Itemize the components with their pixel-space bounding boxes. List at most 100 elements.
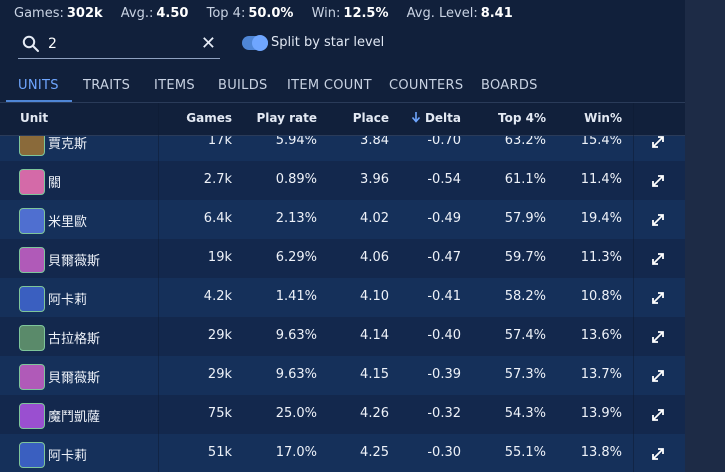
stat-value: 302k: [66, 6, 103, 21]
top4-value: 59.7%: [504, 250, 546, 265]
place-value: 4.14: [360, 328, 389, 343]
stat-value: 50.0%: [248, 6, 294, 21]
games-value: 29k: [207, 367, 232, 382]
stat-label: Avg.:: [120, 6, 154, 21]
top4-value: 57.4%: [504, 328, 546, 343]
tab-bar: UNITS TRAITS ITEMS BUILDS ITEM COUNT COU…: [0, 72, 685, 103]
games-value: 75k: [207, 406, 232, 421]
table-row[interactable]: 古拉格斯 29k 9.63% 4.14 -0.40 57.4% 13.6%: [0, 317, 685, 357]
split-star-toggle[interactable]: [242, 35, 268, 51]
tab-units[interactable]: UNITS: [18, 78, 59, 93]
column-divider: [633, 103, 634, 472]
stat-label: Top 4:: [206, 6, 246, 21]
arrow-down-icon: [411, 112, 421, 123]
table-row[interactable]: 魔鬥凱薩 75k 25.0% 4.26 -0.32 54.3% 13.9%: [0, 395, 685, 435]
unit-name: 貝爾薇斯: [48, 371, 101, 386]
table-row[interactable]: 貝爾薇斯 19k 6.29% 4.06 -0.47 59.7% 11.3%: [0, 239, 685, 279]
unit-avatar: [19, 364, 45, 390]
win-value: 13.6%: [580, 328, 622, 343]
column-header-win[interactable]: Win%: [584, 111, 622, 125]
win-value: 11.3%: [580, 250, 622, 265]
toggle-knob: [252, 35, 268, 51]
play-rate-value: 2.13%: [275, 211, 317, 226]
stats-panel: Games: 302k Avg.: 4.50 Top 4: 50.0% Win: 12.…: [0, 6, 685, 472]
tab-item-count[interactable]: ITEM COUNT: [287, 78, 372, 93]
play-rate-value: 1.41%: [275, 289, 317, 304]
table-row[interactable]: 關 2.7k 0.89% 3.96 -0.54 61.1% 11.4%: [0, 161, 685, 201]
top4-value: 58.2%: [504, 289, 546, 304]
expand-icon[interactable]: [650, 446, 666, 462]
search-value[interactable]: 2: [48, 36, 57, 52]
unit-avatar: [19, 403, 45, 429]
win-value: 13.8%: [580, 445, 622, 460]
expand-icon[interactable]: [650, 407, 666, 423]
expand-icon[interactable]: [650, 212, 666, 228]
expand-icon[interactable]: [650, 251, 666, 267]
win-value: 13.7%: [580, 367, 622, 382]
expand-icon[interactable]: [650, 136, 666, 150]
table-row[interactable]: 賈克斯 17k 5.94% 3.84 -0.70 63.2% 15.4%: [0, 136, 685, 162]
stat-value: 8.41: [480, 6, 513, 21]
play-rate-value: 0.89%: [275, 172, 317, 187]
summary-stats: Games: 302k Avg.: 4.50 Top 4: 50.0% Win: 12.…: [14, 6, 527, 24]
play-rate-value: 5.94%: [275, 136, 317, 148]
top4-value: 61.1%: [504, 172, 546, 187]
tab-traits[interactable]: TRAITS: [83, 78, 131, 93]
games-value: 17k: [207, 136, 232, 148]
column-header-place[interactable]: Place: [352, 111, 389, 125]
column-header-top4[interactable]: Top 4%: [498, 111, 546, 125]
close-icon[interactable]: ✕: [200, 33, 216, 54]
play-rate-value: 9.63%: [275, 367, 317, 382]
expand-icon[interactable]: [650, 368, 666, 384]
games-value: 19k: [207, 250, 232, 265]
top4-value: 54.3%: [504, 406, 546, 421]
expand-icon[interactable]: [650, 329, 666, 345]
units-table-body: 賈克斯 17k 5.94% 3.84 -0.70 63.2% 15.4% 關 2.7k 0.89%…: [0, 136, 685, 472]
expand-icon[interactable]: [650, 173, 666, 189]
unit-avatar: [19, 169, 45, 195]
games-value: 4.2k: [203, 289, 232, 304]
column-header-delta[interactable]: Delta: [411, 111, 461, 125]
table-row[interactable]: 貝爾薇斯 29k 9.63% 4.15 -0.39 57.3% 13.7%: [0, 356, 685, 396]
table-row[interactable]: 米里歐 6.4k 2.13% 4.02 -0.49 57.9% 19.4%: [0, 200, 685, 240]
top4-value: 63.2%: [504, 136, 546, 148]
win-value: 19.4%: [580, 211, 622, 226]
expand-icon[interactable]: [650, 290, 666, 306]
unit-avatar: [19, 136, 45, 156]
win-value: 10.8%: [580, 289, 622, 304]
place-value: 4.25: [360, 445, 389, 460]
column-header-play-rate[interactable]: Play rate: [256, 111, 317, 125]
delta-value: -0.32: [427, 406, 461, 421]
tab-builds[interactable]: BUILDS: [218, 78, 268, 93]
unit-name: 賈克斯: [48, 137, 88, 152]
unit-avatar: [19, 442, 45, 468]
unit-name: 米里歐: [48, 215, 88, 230]
search-icon: [22, 35, 39, 52]
place-value: 3.96: [360, 172, 389, 187]
unit-avatar: [19, 208, 45, 234]
stat-label: Games:: [14, 6, 64, 21]
delta-value: -0.54: [427, 172, 461, 187]
top4-value: 55.1%: [504, 445, 546, 460]
play-rate-value: 25.0%: [275, 406, 317, 421]
table-row[interactable]: 阿卡莉 51k 17.0% 4.25 -0.30 55.1% 13.8%: [0, 434, 685, 472]
games-value: 51k: [207, 445, 232, 460]
unit-name: 魔鬥凱薩: [48, 410, 101, 425]
unit-avatar: [19, 286, 45, 312]
stat-label: Win:: [311, 6, 341, 21]
stat-label: Avg. Level:: [406, 6, 478, 21]
tab-counters[interactable]: COUNTERS: [389, 78, 464, 93]
toggle-label: Split by star level: [271, 35, 385, 50]
delta-value: -0.40: [427, 328, 461, 343]
place-value: 4.06: [360, 250, 389, 265]
unit-name: 貝爾薇斯: [48, 254, 101, 269]
column-header-unit[interactable]: Unit: [20, 111, 49, 125]
tab-boards[interactable]: BOARDS: [481, 78, 538, 93]
place-value: 4.10: [360, 289, 389, 304]
search-input[interactable]: 2 ✕: [18, 30, 220, 59]
column-header-games[interactable]: Games: [186, 111, 232, 125]
table-header: Unit Games Play rate Place Delta Top 4% …: [0, 103, 685, 136]
games-value: 6.4k: [203, 211, 232, 226]
table-row[interactable]: 阿卡莉 4.2k 1.41% 4.10 -0.41 58.2% 10.8%: [0, 278, 685, 318]
tab-items[interactable]: ITEMS: [154, 78, 195, 93]
